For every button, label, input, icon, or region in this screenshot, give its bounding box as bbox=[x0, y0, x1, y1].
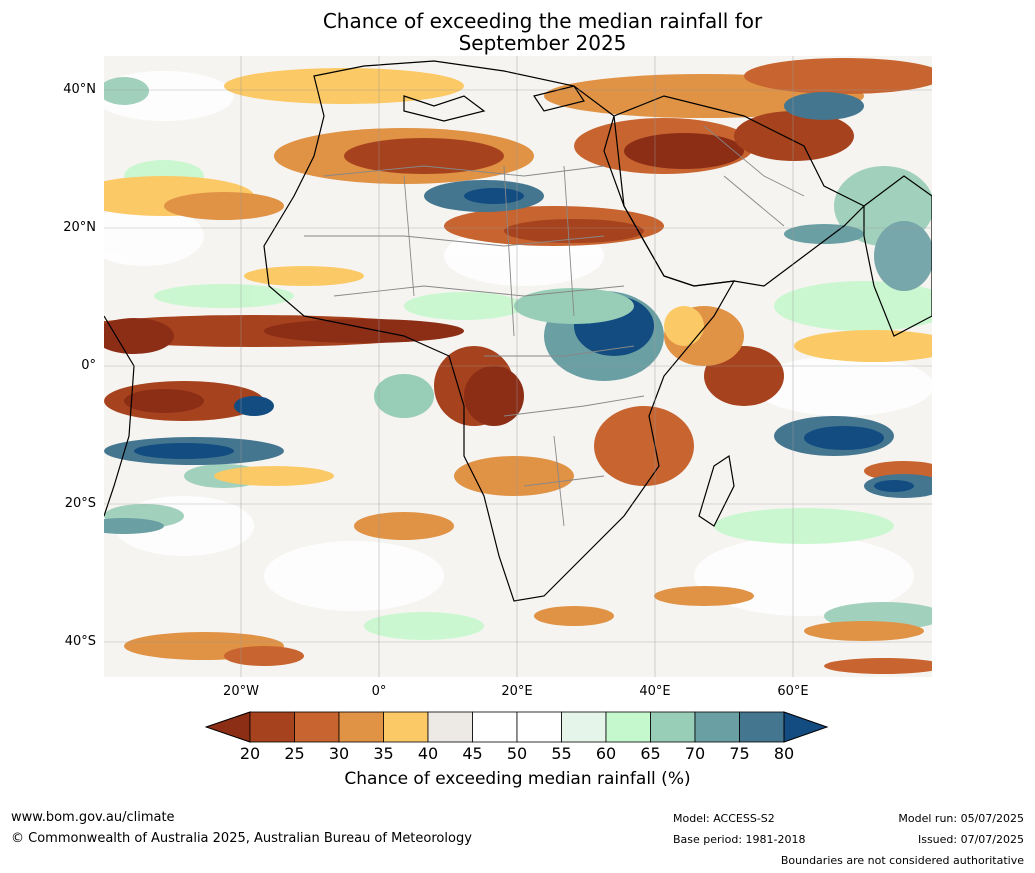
colorbar-cell bbox=[383, 711, 429, 743]
lat-label-20n: 20°N bbox=[63, 220, 96, 235]
colorbar-label: Chance of exceeding median rainfall (%) bbox=[344, 769, 691, 789]
colorbar-tick-label: 40 bbox=[417, 744, 439, 763]
lon-label-0: 0° bbox=[371, 684, 387, 699]
colorbar-cells bbox=[205, 711, 829, 743]
footer-issued: Issued: 07/07/2025 bbox=[917, 833, 1024, 846]
colorbar-tick-label: 60 bbox=[595, 744, 617, 763]
rainfall-map bbox=[104, 56, 932, 677]
colorbar-cell bbox=[605, 711, 651, 743]
colorbar-cell bbox=[650, 711, 696, 743]
colorbar-cell bbox=[249, 711, 295, 743]
map-svg bbox=[104, 56, 932, 677]
lat-label-40s: 40°S bbox=[64, 634, 96, 649]
colorbar-tick-label: 20 bbox=[239, 744, 261, 763]
colorbar-cell bbox=[338, 711, 384, 743]
title-line-2: September 2025 bbox=[458, 31, 627, 55]
lat-label-40n: 40°N bbox=[63, 82, 96, 97]
lat-label-0: 0° bbox=[81, 358, 96, 373]
footer-url[interactable]: www.bom.gov.au/climate bbox=[11, 810, 175, 825]
colorbar-extend-low bbox=[205, 711, 251, 743]
colorbar-tick-label: 45 bbox=[462, 744, 483, 763]
footer-model-run: Model run: 05/07/2025 bbox=[898, 812, 1024, 825]
footer-base-period: Base period: 1981-2018 bbox=[673, 833, 806, 846]
country-borders bbox=[304, 125, 805, 527]
lon-label-20e: 20°E bbox=[501, 684, 533, 699]
colorbar-extend-high bbox=[783, 711, 829, 743]
lon-label-20w: 20°W bbox=[223, 684, 259, 699]
chart-title: Chance of exceeding the median rainfall … bbox=[0, 10, 1035, 54]
lon-label-40e: 40°E bbox=[639, 684, 671, 699]
colorbar-tick-label: 80 bbox=[773, 744, 795, 763]
footer-model: Model: ACCESS-S2 bbox=[673, 812, 775, 825]
lon-label-60e: 60°E bbox=[777, 684, 809, 699]
colorbar-tick-label: 70 bbox=[684, 744, 706, 763]
graticule bbox=[104, 56, 932, 677]
colorbar-tick-label: 55 bbox=[551, 744, 572, 763]
colorbar-cell bbox=[472, 711, 518, 743]
coastlines bbox=[104, 60, 932, 602]
dry-anomalies bbox=[104, 58, 932, 674]
colorbar-cell bbox=[516, 711, 562, 743]
footer-copyright: © Commonwealth of Australia 2025, Austra… bbox=[11, 831, 472, 846]
colorbar-cell bbox=[427, 711, 473, 743]
lat-label-20s: 20°S bbox=[64, 496, 96, 511]
colorbar bbox=[205, 711, 829, 743]
colorbar-tick-label: 75 bbox=[729, 744, 750, 763]
colorbar-tick-label: 30 bbox=[328, 744, 350, 763]
colorbar-tick-label: 25 bbox=[284, 744, 305, 763]
colorbar-cell bbox=[561, 711, 607, 743]
colorbar-cell bbox=[294, 711, 340, 743]
colorbar-cell bbox=[694, 711, 740, 743]
colorbar-tick-label: 65 bbox=[640, 744, 661, 763]
colorbar-tick-label: 50 bbox=[506, 744, 528, 763]
footer-disclaimer: Boundaries are not considered authoritat… bbox=[780, 854, 1024, 867]
colorbar-tick-label: 35 bbox=[373, 744, 394, 763]
colorbar-cell bbox=[739, 711, 785, 743]
title-line-1: Chance of exceeding the median rainfall … bbox=[322, 9, 763, 33]
